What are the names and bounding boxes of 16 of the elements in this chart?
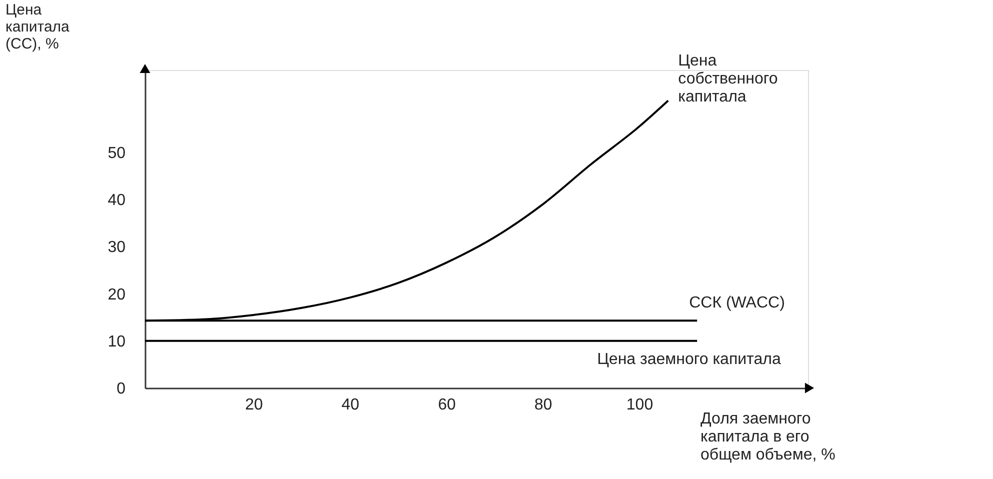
series-label: ССК (WACC) bbox=[689, 294, 785, 312]
y-tick-label: 50 bbox=[108, 144, 126, 162]
x-tick-label: 100 bbox=[626, 396, 654, 414]
series-label: Цена заемного капитала bbox=[597, 350, 781, 368]
x-axis-title: Доля заемного капитала в его общем объеме, % bbox=[700, 410, 836, 464]
x-tick-label: 60 bbox=[438, 396, 456, 414]
x-tick-label: 20 bbox=[245, 396, 263, 414]
x-tick-label: 80 bbox=[534, 396, 552, 414]
series-label: Цена собственного капитала bbox=[678, 52, 778, 106]
y-tick-label: 10 bbox=[108, 333, 126, 350]
y-tick-label: 30 bbox=[108, 239, 126, 256]
x-tick-label: 40 bbox=[342, 396, 360, 414]
y-axis-title: Цена капитала (СС), % bbox=[6, 2, 70, 52]
y-tick-label: 40 bbox=[108, 192, 126, 210]
y-tick-label: 0 bbox=[116, 380, 126, 398]
y-tick-label: 20 bbox=[108, 286, 126, 304]
